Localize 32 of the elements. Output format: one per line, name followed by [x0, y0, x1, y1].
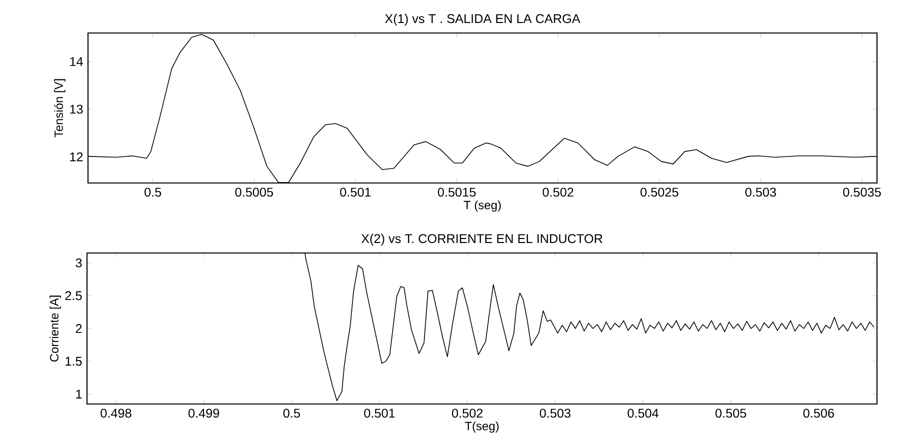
y-tick-label: 1 — [76, 390, 82, 398]
chart-title: X(2) vs T. CORRIENTE EN EL INDUCTOR — [361, 234, 602, 246]
y-tick-label: 14 — [70, 57, 83, 66]
x-tick-label: 0.504 — [628, 408, 658, 418]
y-tick-label: 1.5 — [66, 356, 82, 366]
x-tick-label: 0.506 — [803, 408, 834, 418]
y-tick-label: 2.5 — [65, 291, 82, 300]
x-tick-label: 0.502 — [542, 188, 574, 197]
x-tick-label: 0.499 — [188, 408, 220, 418]
y-tick-label: 13 — [70, 104, 83, 114]
x-tick-label: 0.5035 — [843, 188, 881, 197]
y-axis-title: Corriente [A] — [50, 296, 61, 362]
x-tick-label: 0.5005 — [235, 188, 273, 197]
x-tick-label: 0.5 — [283, 408, 300, 418]
y-tick-label: 2 — [76, 324, 82, 333]
x-tick-label: 0.5 — [144, 188, 162, 197]
line-series — [88, 34, 877, 183]
chart-title: X(1) vs T . SALIDA EN LA CARGA — [384, 14, 580, 26]
x-tick-label: 0.5025 — [640, 188, 678, 197]
x-tick-label: 0.501 — [340, 188, 371, 197]
x-tick-label: 0.503 — [745, 188, 776, 197]
x-tick-label: 0.498 — [100, 408, 132, 418]
x-axis-title: T (seg) — [464, 200, 501, 212]
x-tick-label: 0.502 — [452, 408, 483, 418]
x-tick-label: 0.5015 — [438, 188, 476, 197]
x-tick-label: 0.501 — [364, 408, 395, 418]
x-tick-label: 0.505 — [715, 408, 746, 418]
x-tick-label: 0.503 — [540, 408, 570, 418]
x-axis-title: T(seg) — [464, 421, 499, 433]
y-axis-title: Tensión [V] — [54, 79, 66, 138]
y-tick-label: 12 — [70, 152, 83, 162]
y-tick-label: 3 — [76, 258, 82, 268]
